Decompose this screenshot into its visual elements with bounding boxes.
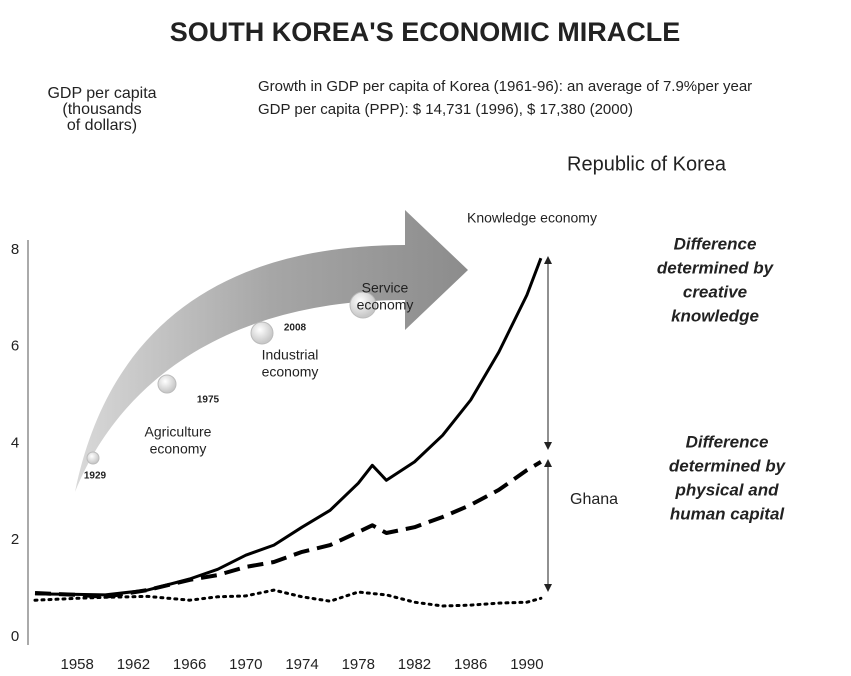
text-line: knowledge (671, 306, 759, 325)
text-line: Industrial (262, 347, 319, 363)
series-line (35, 462, 541, 597)
text-line: Knowledge economy (467, 210, 597, 226)
text-line: economy (262, 364, 319, 380)
chart: SOUTH KOREA'S ECONOMIC MIRACLE GDP per c… (0, 0, 851, 676)
x-tick-label: 1970 (229, 656, 262, 673)
text-line: human capital (670, 504, 786, 523)
text-line: determined by (669, 456, 787, 475)
y-tick-label: 2 (11, 531, 19, 548)
text-line: of dollars) (67, 117, 137, 134)
x-tick-label: 1978 (342, 656, 375, 673)
series-label: Ghana (570, 491, 618, 508)
x-tick-label: 1974 (285, 656, 318, 673)
chart-title: SOUTH KOREA'S ECONOMIC MIRACLE (170, 17, 680, 47)
x-tick-label: 1982 (398, 656, 431, 673)
stage-year: 1975 (197, 395, 220, 406)
y-tick-label: 8 (11, 241, 19, 258)
stage-ball (87, 452, 99, 464)
text-line: economy (150, 441, 207, 457)
stage-ball (251, 322, 273, 344)
text-line: economy (357, 297, 414, 313)
text-line: physical and (675, 480, 780, 499)
x-tick-label: 1962 (117, 656, 150, 673)
stage-year: 1929 (84, 471, 107, 482)
text-line: Difference (686, 432, 769, 451)
x-tick-label: 1990 (510, 656, 543, 673)
y-tick-label: 4 (11, 434, 19, 451)
text-line: Difference (674, 234, 757, 253)
stage-ball (158, 375, 176, 393)
text-line: GDP per capita (47, 85, 156, 102)
text-line: Growth in GDP per capita of Korea (1961-… (258, 78, 752, 95)
text-line: determined by (657, 258, 775, 277)
x-tick-label: 1986 (454, 656, 487, 673)
text-line: Agriculture (145, 424, 212, 440)
series-label: Republic of Korea (567, 153, 727, 175)
y-tick-label: 0 (11, 628, 19, 645)
text-line: (thousands (62, 101, 141, 118)
text-line: creative (683, 282, 747, 301)
stage-year: 2008 (284, 323, 307, 334)
text-line: Service (362, 280, 409, 296)
x-tick-label: 1966 (173, 656, 206, 673)
y-tick-label: 6 (11, 338, 19, 355)
series-line (35, 590, 541, 606)
text-line: GDP per capita (PPP): $ 14,731 (1996), $… (258, 101, 633, 118)
x-tick-label: 1958 (60, 656, 93, 673)
